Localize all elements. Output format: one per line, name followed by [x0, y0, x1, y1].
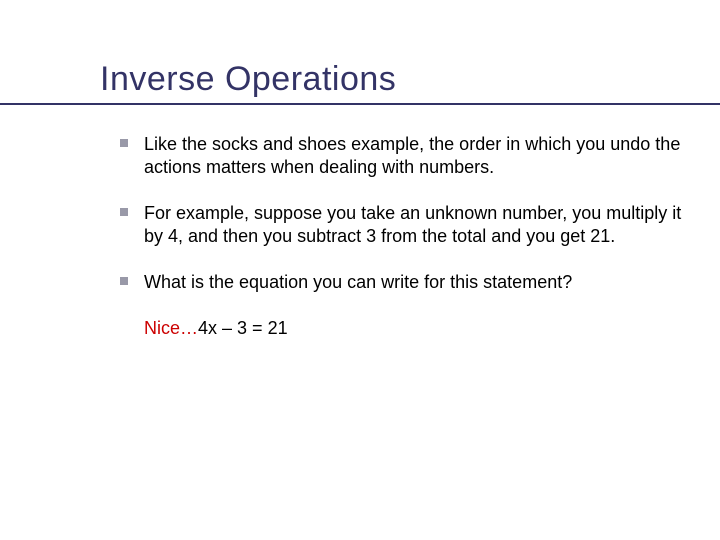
- list-item: Like the socks and shoes example, the or…: [120, 133, 690, 178]
- answer-equation: 4x – 3 = 21: [198, 318, 288, 338]
- bullet-text: What is the equation you can write for t…: [144, 272, 572, 292]
- bullet-text: For example, suppose you take an unknown…: [144, 203, 681, 246]
- square-bullet-icon: [120, 277, 128, 285]
- bullet-text: Like the socks and shoes example, the or…: [144, 134, 680, 177]
- square-bullet-icon: [120, 139, 128, 147]
- list-item: For example, suppose you take an unknown…: [120, 202, 690, 247]
- list-item: What is the equation you can write for t…: [120, 271, 690, 294]
- answer-line: Nice…4x – 3 = 21: [100, 318, 690, 339]
- slide-title: Inverse Operations: [100, 60, 690, 105]
- title-underline: [0, 103, 720, 105]
- square-bullet-icon: [120, 208, 128, 216]
- title-text: Inverse Operations: [100, 60, 396, 98]
- answer-prefix: Nice…: [144, 318, 198, 338]
- bullet-list: Like the socks and shoes example, the or…: [100, 133, 690, 294]
- slide-content: Inverse Operations Like the socks and sh…: [0, 0, 720, 369]
